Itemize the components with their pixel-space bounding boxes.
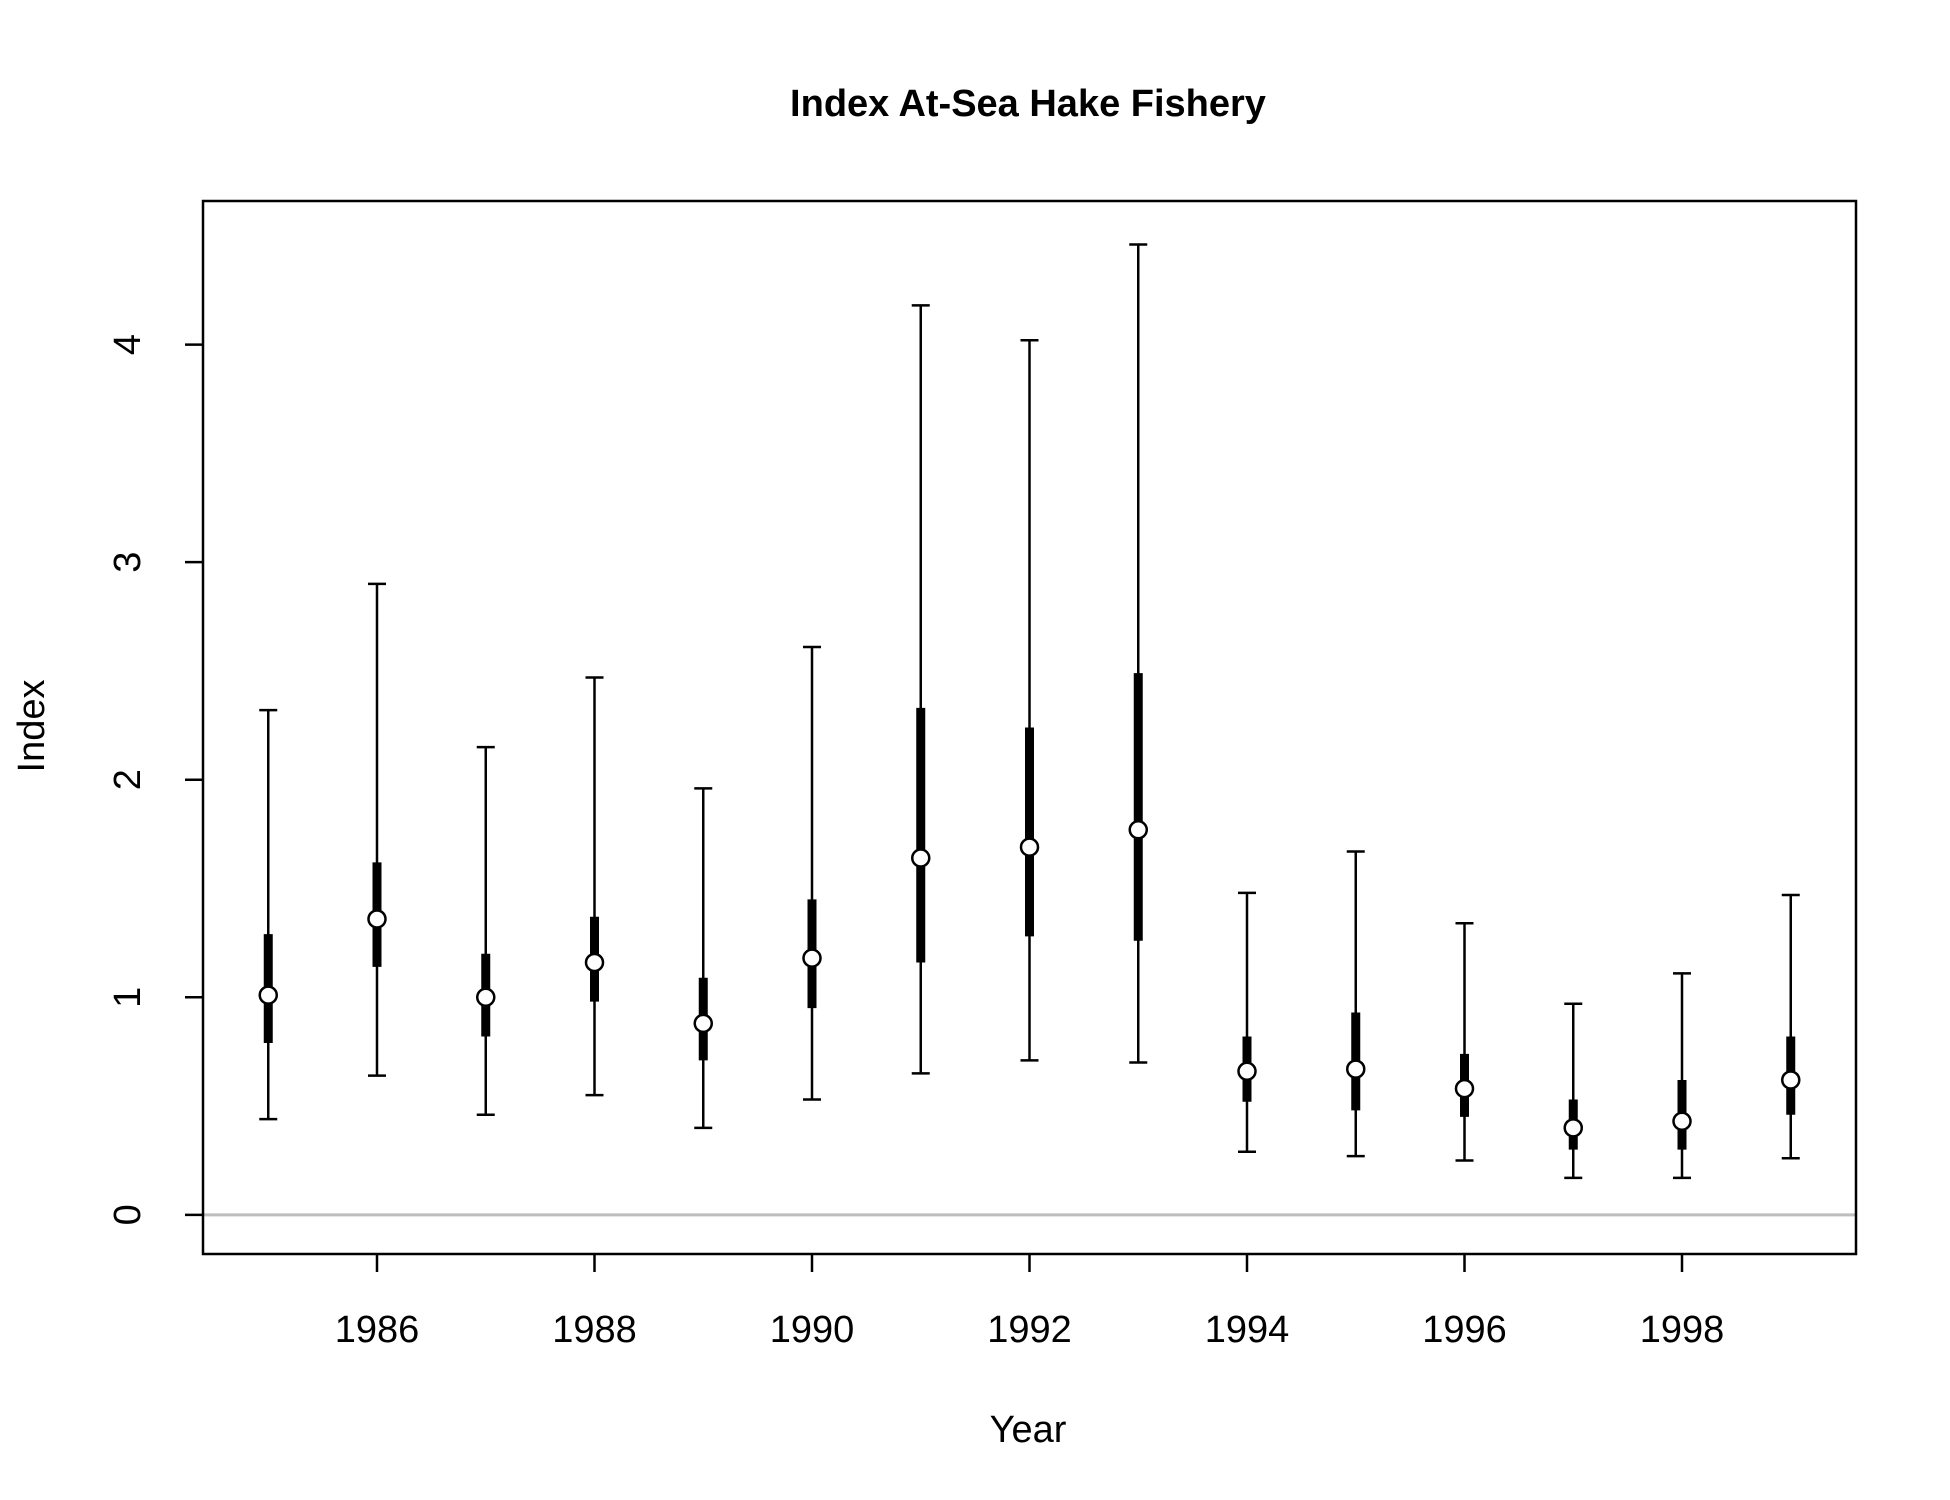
data-point [584, 952, 605, 973]
data-point [911, 848, 931, 868]
data-point [258, 985, 278, 1005]
data-point [1237, 1061, 1257, 1081]
x-tick-label: 1992 [987, 1309, 1072, 1351]
data-point [367, 909, 387, 929]
x-tick-label: 1996 [1422, 1309, 1507, 1351]
plot-layer: 1986 1988 1990 1992 1994 1996 1998 0 1 2 3 4 [107, 199, 1858, 1351]
data-point [693, 1013, 713, 1034]
data-point [1019, 837, 1040, 857]
chart-title: Index At-Sea Hake Fishery [790, 83, 1266, 125]
data-point [1781, 1070, 1801, 1090]
data-point [1672, 1111, 1692, 1132]
x-tick-label: 1990 [770, 1309, 855, 1351]
y-tick-label: 0 [107, 1204, 149, 1225]
data-point [802, 948, 822, 968]
y-tick-label: 1 [107, 987, 149, 1008]
data-point [1454, 1078, 1475, 1099]
x-tick-label: 1994 [1205, 1309, 1290, 1351]
y-tick-label: 2 [107, 769, 149, 790]
x-axis-label: Year [990, 1409, 1067, 1451]
y-tick-label: 3 [107, 552, 149, 573]
x-tick-label: 1988 [552, 1309, 637, 1351]
x-tick-label: 1986 [335, 1309, 420, 1351]
x-tick-label: 1998 [1640, 1309, 1725, 1351]
data-point [1346, 1059, 1366, 1079]
data-point [476, 987, 496, 1008]
y-tick-label: 4 [107, 334, 149, 355]
y-axis-label: Index [11, 680, 53, 773]
data-point [1128, 820, 1148, 840]
data-point [1563, 1118, 1583, 1138]
